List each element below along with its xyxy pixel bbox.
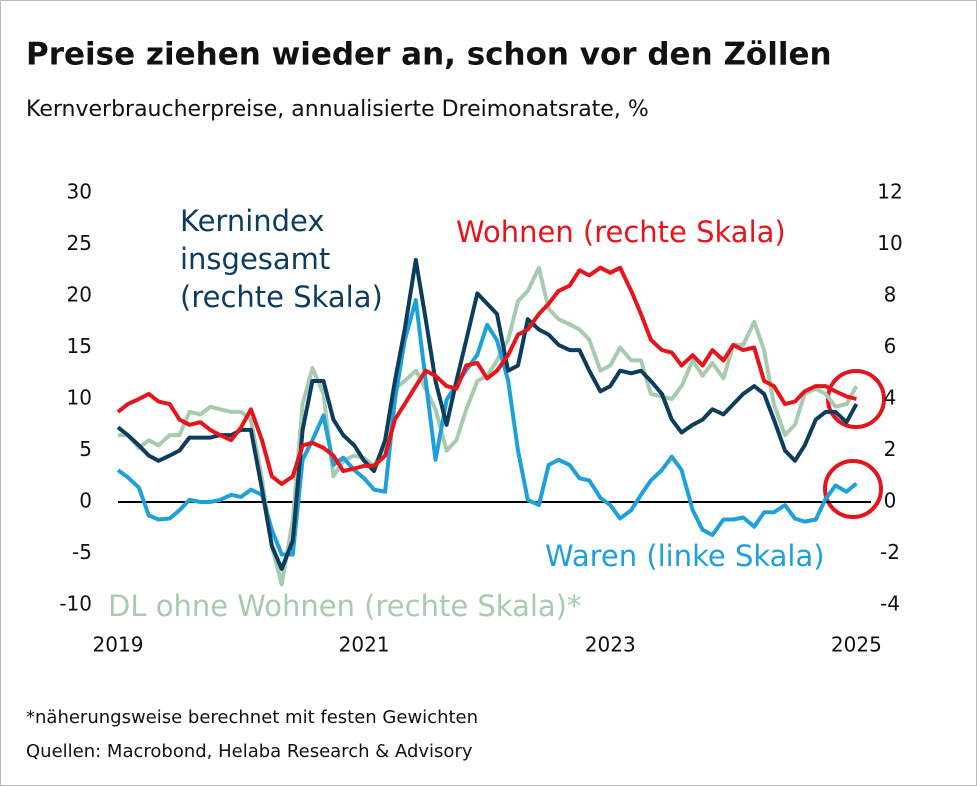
x-tick-label: 2025 xyxy=(831,633,882,657)
x-tick-label: 2021 xyxy=(339,633,390,657)
highlight-circle xyxy=(823,459,883,519)
series-line xyxy=(116,298,858,557)
y-tick-label: -5 xyxy=(72,540,92,564)
y-tick-label: 10 xyxy=(67,386,92,410)
y2-tick-label: -4 xyxy=(880,592,900,616)
footnote: *näherungsweise berechnet mit festen Gew… xyxy=(26,707,478,728)
chart-subtitle: Kernverbraucherpreise, annualisierte Dre… xyxy=(26,97,649,122)
y2-tick-label: 12 xyxy=(877,180,902,204)
y-tick-label: 15 xyxy=(67,334,92,358)
series-label: Kernindex insgesamt (rechte Skala) xyxy=(180,204,383,314)
series-label: DL ohne Wohnen (rechte Skala)* xyxy=(108,589,582,623)
y2-tick-label: 8 xyxy=(884,283,897,307)
y2-tick-label: 0 xyxy=(884,489,897,513)
y2-tick-label: 10 xyxy=(877,231,902,255)
y-tick-label: 0 xyxy=(79,489,92,513)
series-label: Wohnen (rechte Skala) xyxy=(456,215,786,249)
y2-tick-label: -2 xyxy=(880,540,900,564)
source: Quellen: Macrobond, Helaba Research & Ad… xyxy=(26,741,473,762)
y-tick-label: 30 xyxy=(67,180,92,204)
chart-title: Preise ziehen wieder an, schon vor den Z… xyxy=(26,37,832,73)
x-tick-label: 2023 xyxy=(585,633,636,657)
y-tick-label: 25 xyxy=(67,231,92,255)
y-tick-label: -10 xyxy=(59,592,92,616)
y2-tick-label: 4 xyxy=(884,386,897,410)
y2-tick-label: 2 xyxy=(884,437,897,461)
series-label: Waren (linke Skala) xyxy=(545,539,825,573)
y2-tick-label: 6 xyxy=(884,334,897,358)
x-tick-label: 2019 xyxy=(93,633,144,657)
y-tick-label: 20 xyxy=(67,283,92,307)
series-line xyxy=(116,265,857,486)
y-tick-label: 5 xyxy=(79,437,92,461)
